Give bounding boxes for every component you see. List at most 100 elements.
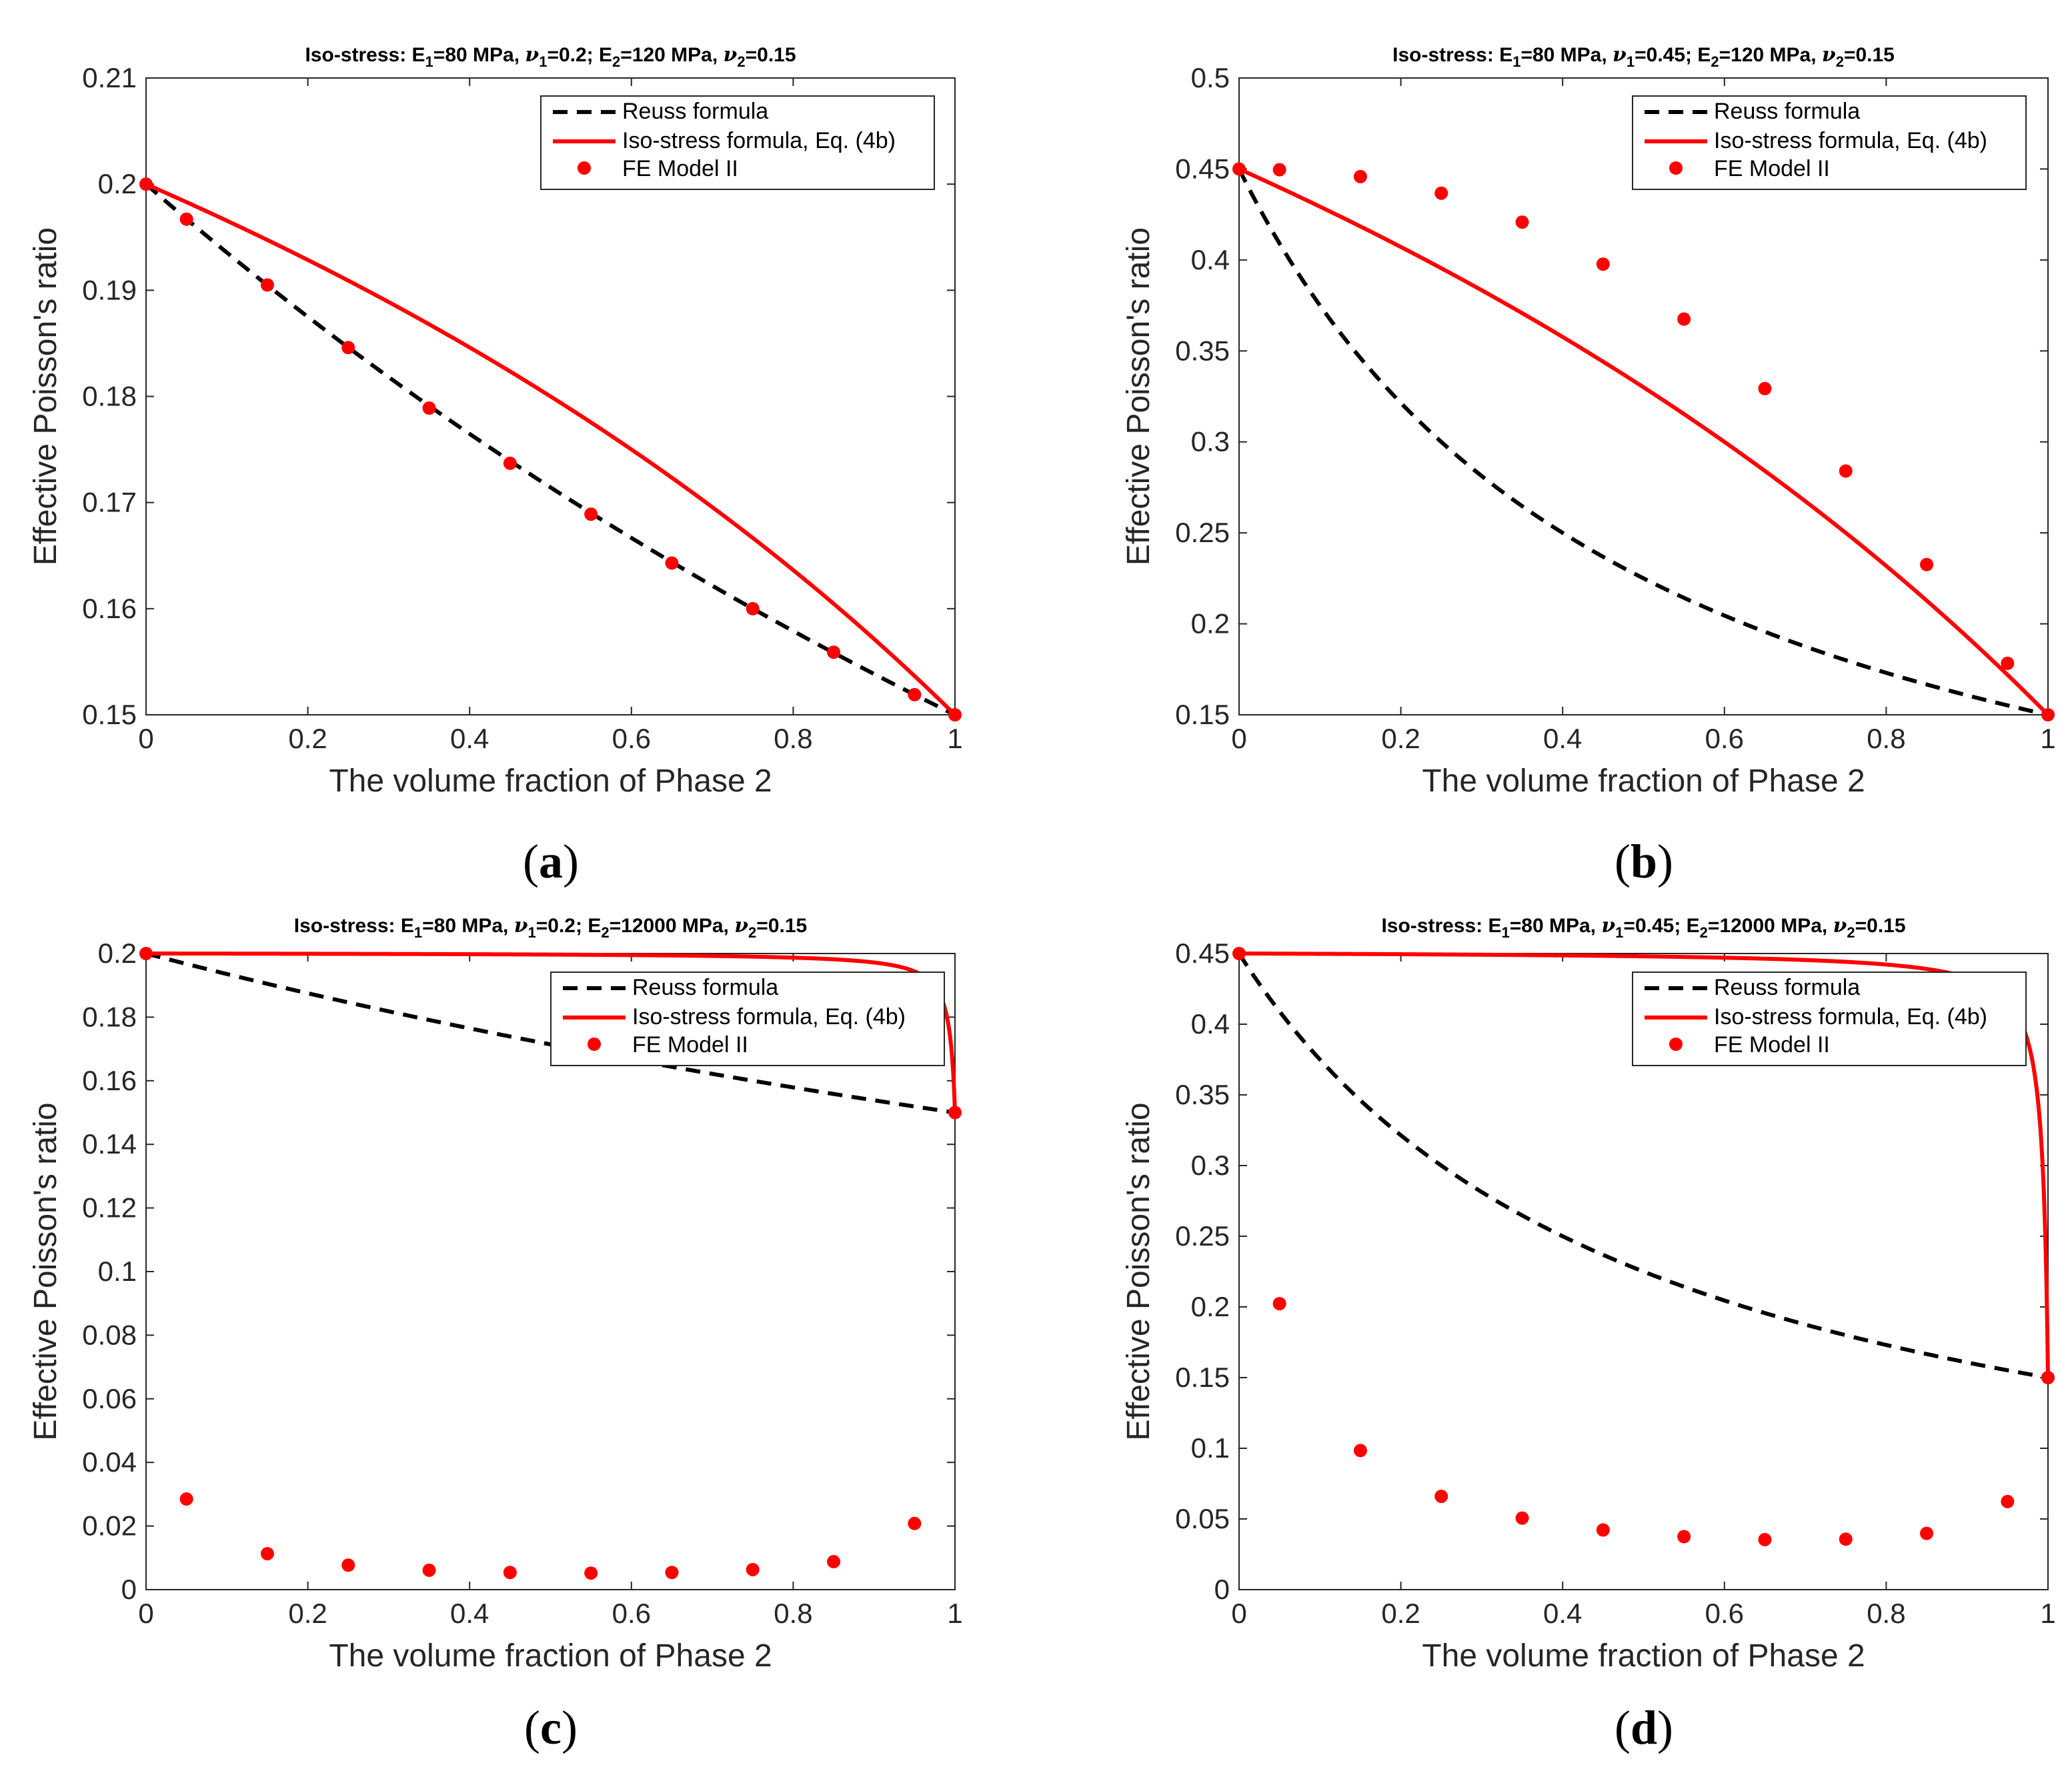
y-tick-label: 0.25 [1175,517,1230,548]
chart-panel-a: 0 0.2 0.4 0.6 0.8 1 0.15 0.16 0.17 0.18 0.19 0.2 0.2… [28,43,963,888]
legend-fe-label: FE Model II [1714,1032,1830,1058]
legend-fe-label: FE Model II [632,1032,748,1058]
x-tick-label: 0.2 [1381,1598,1420,1629]
y-tick-label: 0.45 [1175,938,1230,969]
legend-isostress-label: Iso-stress formula, Eq. (4b) [632,1004,906,1030]
fe-model-point [1596,1523,1610,1537]
legend: Reuss formula Iso-stress formula, Eq. (4b… [540,95,935,190]
legend-fe-swatch [1669,161,1683,175]
fe-model-point [746,1562,760,1576]
x-tick-label: 0 [138,1598,153,1629]
fe-model-point [827,1555,841,1569]
y-tick-label: 0.08 [82,1319,137,1350]
fe-model-point [179,1492,193,1506]
x-tick-label: 1 [2040,1598,2055,1629]
y-axis-label: Effective Poisson's ratio [1121,1102,1156,1440]
x-tick-label: 0.6 [612,723,651,754]
fe-model-point [1434,186,1448,200]
chart-panel-b: 0 0.2 0.4 0.6 0.8 1 0.15 0.2 0.25 0.3 0.35 0.4 0.45 0… [1121,43,2056,888]
fe-model-point [2001,656,2015,670]
fe-model-point [1677,1530,1691,1544]
x-axis-label: The volume fraction of Phase 2 [329,763,772,799]
x-tick-label: 0.4 [450,723,489,754]
x-tick-label: 0.8 [774,1598,812,1629]
legend-fe-label: FE Model II [1714,156,1830,181]
fe-model-point [948,708,962,721]
x-tick-label: 0.6 [1705,723,1744,754]
fe-model-point [1232,947,1246,960]
y-tick-label: 0.17 [82,487,137,518]
fe-model-point [2041,1371,2055,1384]
x-tick-label: 0.2 [288,1598,327,1629]
y-tick-label: 0.15 [1175,699,1230,730]
fe-model-point [1758,1532,1772,1546]
fe-model-point [1232,162,1246,176]
fe-model-point [341,341,355,355]
y-tick-label: 0.19 [82,274,137,305]
isostress-formula-series [1239,167,2050,717]
fe-model-point [139,177,153,191]
y-tick-label: 0.1 [98,1256,137,1287]
fe-model-point [1596,257,1610,271]
x-tick-label: 1 [947,723,962,754]
fe-model-point [1920,557,1934,571]
y-tick-label: 0.05 [1175,1503,1230,1534]
legend-isostress-label: Iso-stress formula, Eq. (4b) [1714,1004,1987,1030]
x-axis-label: The volume fraction of Phase 2 [329,1638,772,1674]
legend: Reuss formula Iso-stress formula, Eq. (4b… [550,972,945,1066]
fe-model-point [260,278,274,292]
x-tick-label: 0.8 [774,723,812,754]
legend-fe-swatch [1669,1038,1683,1051]
y-tick-label: 0.15 [1175,1362,1230,1393]
legend-fe-label: FE Model II [622,156,738,181]
reuss-formula-series [1239,168,2049,717]
panel-label: (d) [1615,1701,1673,1754]
y-tick-label: 0.16 [82,593,137,624]
x-tick-label: 0.8 [1867,1598,1905,1629]
legend-isostress-label: Iso-stress formula, Eq. (4b) [622,128,896,153]
fe-model-point [1515,1511,1529,1525]
fe-model-point [179,212,193,226]
legend-fe-swatch [588,1038,601,1051]
fe-model-point [1839,464,1853,478]
chart-title: Iso-stress: E1=80 MPa, ν1=0.2; E2=12000 … [294,914,807,941]
y-tick-label: 0.5 [1191,62,1230,93]
fe-model-point [908,1516,922,1530]
fe-model-point [503,456,517,470]
y-tick-label: 0.35 [1175,335,1230,366]
fe-model-point [1272,1297,1286,1311]
panel-label: (c) [524,1701,578,1754]
chart-title: Iso-stress: E1=80 MPa, ν1=0.45; E2=120 M… [1392,43,1895,70]
y-tick-label: 0.06 [82,1383,137,1414]
y-tick-label: 0.35 [1175,1079,1230,1110]
x-tick-label: 0.2 [1381,723,1420,754]
x-tick-label: 0.6 [612,1598,651,1629]
y-tick-label: 0.2 [98,938,137,969]
fe-model-point [422,401,436,415]
y-tick-label: 0.04 [82,1446,137,1478]
chart-panel-c: 0 0.2 0.4 0.6 0.8 1 0 0.02 0.04 0.06 0.08 0.1 0.12 0.… [28,914,963,1754]
y-tick-label: 0.45 [1175,153,1230,184]
legend-reuss-label: Reuss formula [632,975,778,1000]
y-tick-label: 0.16 [82,1065,137,1096]
fe-model-point [503,1566,517,1580]
y-tick-label: 0.2 [1191,608,1230,639]
y-axis-label: Effective Poisson's ratio [1121,227,1156,565]
fe-model-point [908,687,922,701]
y-tick-label: 0.02 [82,1510,137,1542]
fe-model-point [746,601,760,615]
plot-area-frame [1238,77,2049,715]
legend-reuss-label: Reuss formula [1714,99,1860,124]
y-tick-label: 0.25 [1175,1220,1230,1252]
isostress-formula-series [146,952,957,1113]
fe-model-point [260,1547,274,1561]
y-tick-label: 0.18 [82,1001,137,1032]
panel-label: (a) [523,835,579,888]
fe-model-point [827,645,841,659]
y-tick-label: 0.4 [1191,1008,1230,1040]
x-axis-label: The volume fraction of Phase 2 [1422,763,1865,799]
fe-model-point [1677,312,1691,326]
reuss-formula-series [1239,952,2049,1380]
x-tick-label: 0 [138,723,153,754]
